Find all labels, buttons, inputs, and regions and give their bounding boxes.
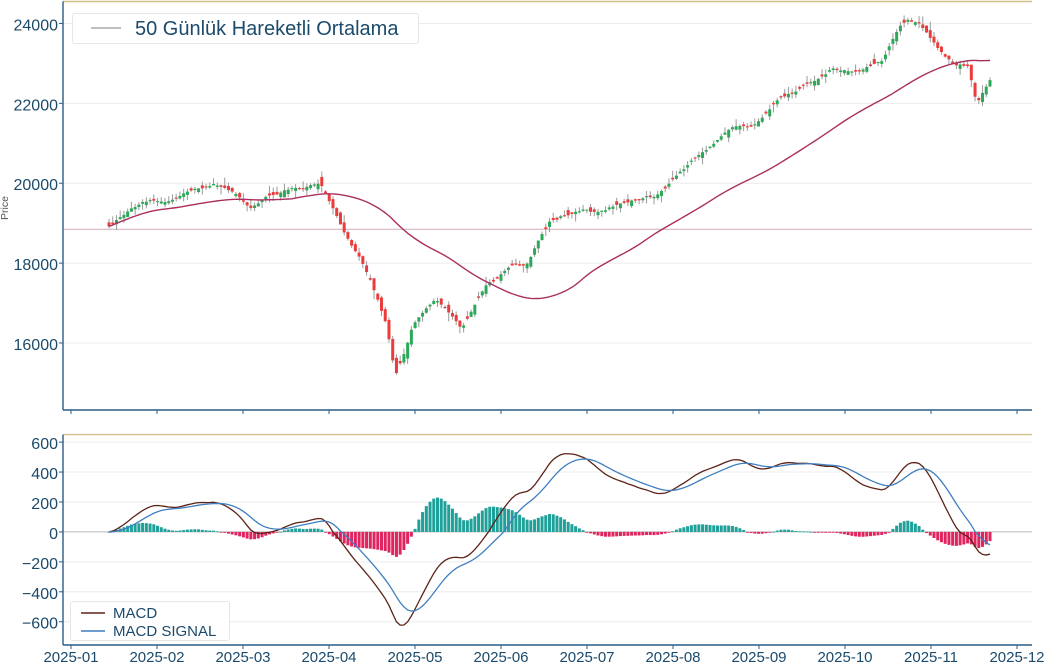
- svg-text:24000: 24000: [14, 17, 59, 34]
- svg-text:0: 0: [49, 526, 58, 543]
- svg-text:MACD: MACD: [113, 605, 157, 622]
- svg-text:600: 600: [31, 436, 58, 453]
- svg-text:2025-10: 2025-10: [817, 649, 872, 666]
- svg-text:2025-11: 2025-11: [904, 649, 958, 666]
- svg-text:22000: 22000: [14, 97, 59, 114]
- svg-text:20000: 20000: [14, 177, 59, 194]
- svg-text:2025-03: 2025-03: [215, 649, 270, 666]
- svg-text:2025-01: 2025-01: [43, 649, 98, 666]
- svg-text:2025-07: 2025-07: [559, 649, 614, 666]
- svg-text:18000: 18000: [14, 257, 59, 274]
- svg-text:MACD SIGNAL: MACD SIGNAL: [113, 623, 216, 640]
- svg-text:50 Günlük Hareketli Ortalama: 50 Günlük Hareketli Ortalama: [135, 18, 399, 40]
- svg-text:2025-09: 2025-09: [731, 649, 786, 666]
- svg-text:2025-04: 2025-04: [301, 649, 356, 666]
- svg-text:2025-08: 2025-08: [645, 649, 700, 666]
- svg-text:2025-12: 2025-12: [989, 649, 1044, 666]
- svg-text:2025-05: 2025-05: [387, 649, 442, 666]
- svg-text:Price: Price: [0, 196, 11, 220]
- svg-text:2025-06: 2025-06: [473, 649, 528, 666]
- svg-text:2025-02: 2025-02: [129, 649, 184, 666]
- svg-text:16000: 16000: [14, 337, 59, 354]
- svg-text:400: 400: [31, 466, 58, 483]
- svg-text:−600: −600: [22, 616, 58, 633]
- svg-text:−400: −400: [22, 586, 58, 603]
- svg-text:−200: −200: [22, 556, 58, 573]
- svg-text:200: 200: [31, 496, 58, 513]
